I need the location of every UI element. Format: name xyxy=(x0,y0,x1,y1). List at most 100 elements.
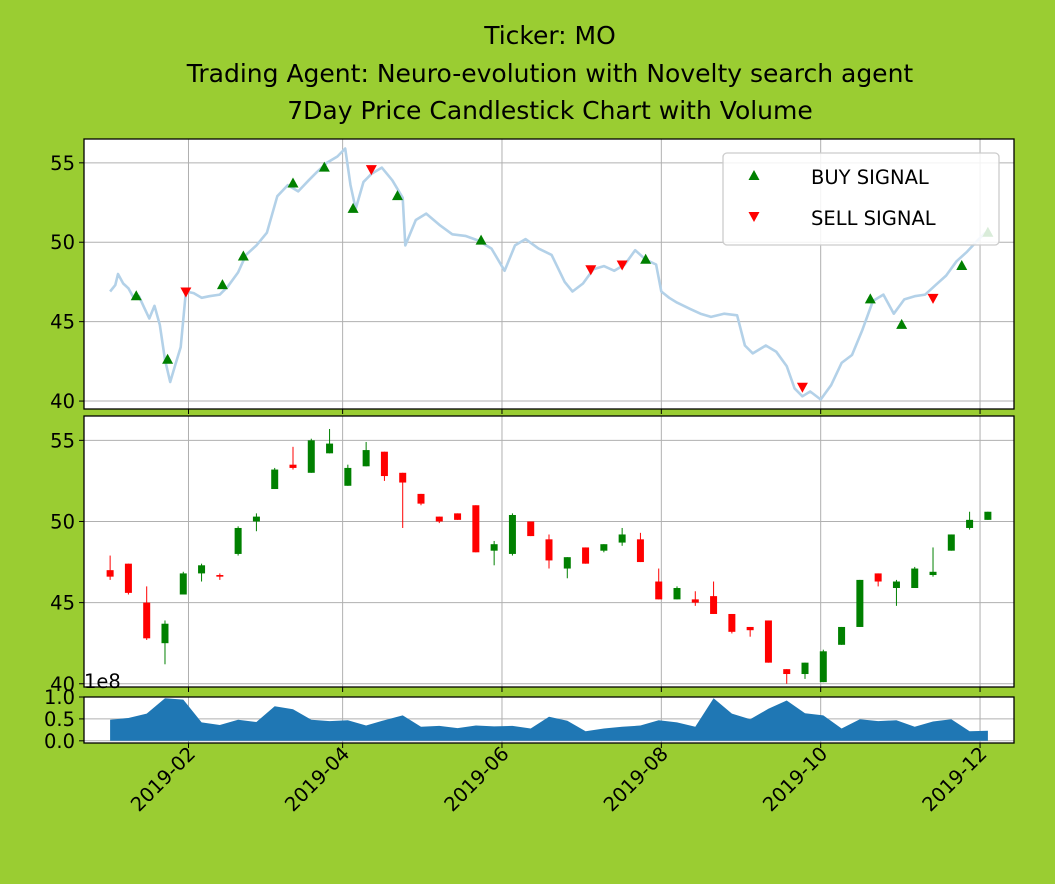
candle-body-11 xyxy=(308,440,315,472)
candle-7 xyxy=(235,526,242,555)
candle-body-23 xyxy=(527,521,534,536)
candle-body-45 xyxy=(930,572,937,575)
candle-body-28 xyxy=(619,534,626,542)
title-line-3: 7Day Price Candlestick Chart with Volume xyxy=(287,96,813,125)
candle-11 xyxy=(308,439,315,473)
candle-body-2 xyxy=(143,603,150,639)
candle-body-1 xyxy=(125,564,132,593)
candle-44 xyxy=(911,567,918,588)
title-line-1: Ticker: MO xyxy=(483,21,616,50)
volume-ytick-label-1: 0.5 xyxy=(44,708,75,731)
candlestick-panel-y-ticks: 40 45 50 55 xyxy=(50,429,84,695)
candle-41 xyxy=(856,580,863,627)
x-tick-label-2: 2019-06 xyxy=(440,742,514,816)
candle-body-47 xyxy=(966,520,973,528)
candle-body-19 xyxy=(454,513,461,519)
volume-ytick-label-0: 0.0 xyxy=(44,730,75,753)
candle-body-40 xyxy=(838,627,845,645)
candle-34 xyxy=(728,614,735,633)
candle-body-15 xyxy=(381,452,388,476)
candle-body-20 xyxy=(472,505,479,552)
candle-body-46 xyxy=(948,534,955,550)
candle-body-4 xyxy=(180,573,187,594)
candle-23 xyxy=(527,521,534,536)
price-ytick-label-2: 50 xyxy=(50,231,75,254)
candle-body-31 xyxy=(674,588,681,599)
candle-1 xyxy=(125,564,132,595)
title-line-2: Trading Agent: Neuro-evolution with Nove… xyxy=(186,59,914,88)
candle-body-41 xyxy=(856,580,863,627)
candle-48 xyxy=(984,512,991,520)
candle-body-13 xyxy=(344,468,351,486)
candle-body-25 xyxy=(564,557,571,568)
figure-title: Ticker: MO Trading Agent: Neuro-evolutio… xyxy=(186,21,914,125)
candle-body-6 xyxy=(216,575,223,577)
candle-ytick-label-2: 50 xyxy=(50,510,75,533)
candlestick-panel: 40455055 xyxy=(50,416,1014,696)
candle-body-38 xyxy=(802,663,809,674)
candle-36 xyxy=(765,620,772,662)
candle-body-43 xyxy=(893,582,900,588)
candle-body-17 xyxy=(417,494,424,504)
volume-panel-y-ticks: 0.00.51.0 xyxy=(44,686,84,753)
candle-9 xyxy=(271,468,278,489)
candle-body-12 xyxy=(326,444,333,454)
price-panel: 40 45 50 55 BUY SIGNAL SELL SIGNAL xyxy=(50,139,1014,414)
candle-body-0 xyxy=(107,570,114,576)
candle-body-35 xyxy=(747,627,754,630)
candle-body-24 xyxy=(546,539,553,560)
candle-body-36 xyxy=(765,620,772,662)
candle-body-9 xyxy=(271,470,278,489)
price-ytick-label-0: 40 xyxy=(50,390,75,413)
price-ytick-label-1: 45 xyxy=(50,311,75,334)
candle-body-26 xyxy=(582,547,589,563)
candle-19 xyxy=(454,513,461,519)
x-tick-label-0: 2019-02 xyxy=(126,742,200,816)
candle-body-27 xyxy=(600,544,607,550)
candle-39 xyxy=(820,650,827,682)
candle-4 xyxy=(180,572,187,595)
volume-offset-label: 1e8 xyxy=(84,670,121,693)
candle-40 xyxy=(838,627,845,645)
legend: BUY SIGNAL SELL SIGNAL xyxy=(723,153,999,245)
candle-31 xyxy=(674,586,681,599)
candle-body-29 xyxy=(637,539,644,562)
candle-body-10 xyxy=(289,465,296,468)
candle-body-5 xyxy=(198,565,205,573)
x-tick-label-5: 2019-12 xyxy=(918,742,992,816)
legend-buy-label: BUY SIGNAL xyxy=(811,166,929,189)
candle-26 xyxy=(582,547,589,563)
candle-body-30 xyxy=(655,582,662,600)
price-ytick-label-3: 55 xyxy=(50,152,75,175)
candle-20 xyxy=(472,505,479,552)
candle-body-34 xyxy=(728,614,735,632)
x-tick-label-4: 2019-10 xyxy=(758,742,832,816)
candle-22 xyxy=(509,513,516,555)
candle-body-18 xyxy=(436,517,443,522)
candle-body-22 xyxy=(509,515,516,554)
candle-body-37 xyxy=(783,669,790,674)
candle-body-3 xyxy=(161,624,168,643)
candle-body-39 xyxy=(820,651,827,682)
x-tick-label-1: 2019-04 xyxy=(280,742,354,816)
x-axis-ticks: 2019-02 2019-04 2019-06 2019-08 2019-10 2019-… xyxy=(126,742,991,816)
legend-sell-label: SELL SIGNAL xyxy=(811,207,936,230)
candle-17 xyxy=(417,494,424,505)
candle-46 xyxy=(948,534,955,550)
volume-ytick-label-2: 1.0 xyxy=(44,686,75,709)
candle-body-16 xyxy=(399,473,406,483)
candle-body-33 xyxy=(710,596,717,614)
candle-body-48 xyxy=(984,512,991,520)
candle-body-32 xyxy=(692,599,699,602)
candle-ytick-label-1: 45 xyxy=(50,592,75,615)
candle-body-8 xyxy=(253,517,260,522)
candle-body-21 xyxy=(491,544,498,550)
x-tick-label-3: 2019-08 xyxy=(599,742,673,816)
candle-ytick-label-3: 55 xyxy=(50,429,75,452)
candle-body-42 xyxy=(875,573,882,581)
candle-body-7 xyxy=(235,528,242,554)
candle-body-14 xyxy=(363,450,370,466)
price-panel-y-ticks: 40 45 50 55 xyxy=(50,152,84,413)
candle-body-44 xyxy=(911,569,918,588)
